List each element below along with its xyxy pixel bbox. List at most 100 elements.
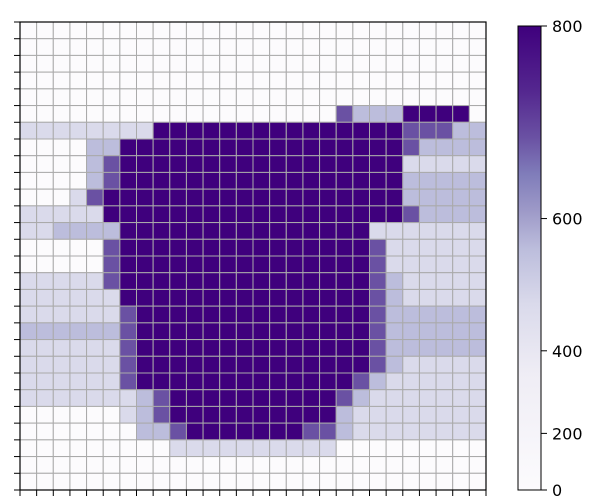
heatmap-cell xyxy=(152,472,171,491)
heatmap-cell xyxy=(385,439,404,458)
heatmap-cell xyxy=(468,305,487,324)
heatmap-cell xyxy=(302,472,321,491)
heatmap-cell xyxy=(136,439,154,458)
heatmap-cell xyxy=(152,355,171,374)
heatmap-cell xyxy=(152,121,171,140)
heatmap-cell xyxy=(235,205,254,224)
heatmap-cell xyxy=(385,138,404,157)
heatmap-cell xyxy=(435,472,454,491)
heatmap-cell xyxy=(302,339,321,357)
heatmap-cell xyxy=(418,389,437,407)
heatmap-cell xyxy=(269,372,287,391)
heatmap-cell xyxy=(36,339,54,357)
heatmap-cell xyxy=(335,322,354,341)
heatmap-cell xyxy=(52,422,71,441)
heatmap-cell xyxy=(36,272,54,290)
heatmap-cell xyxy=(219,121,237,140)
heatmap-cell xyxy=(269,389,287,407)
heatmap-cell xyxy=(352,439,370,458)
heatmap-cell xyxy=(418,355,437,374)
heatmap-cell xyxy=(52,322,71,341)
heatmap-cell xyxy=(219,88,237,107)
heatmap-cell xyxy=(285,372,304,391)
heatmap-cell xyxy=(385,222,404,240)
heatmap-cell xyxy=(252,205,271,224)
heatmap-cell xyxy=(119,305,137,324)
heatmap-cell xyxy=(302,21,321,40)
heatmap-cell xyxy=(319,389,337,407)
heatmap-cell xyxy=(185,355,204,374)
heatmap-cell xyxy=(352,171,370,190)
heatmap-cell xyxy=(102,255,121,274)
heatmap-cell xyxy=(418,171,437,190)
heatmap-cell xyxy=(136,205,154,224)
heatmap-cell xyxy=(252,322,271,341)
heatmap-cell xyxy=(36,138,54,157)
heatmap-cell xyxy=(69,472,88,491)
heatmap-cell xyxy=(269,222,287,240)
heatmap-cell xyxy=(435,422,454,441)
heatmap-cell xyxy=(302,155,321,173)
heatmap-cell xyxy=(136,322,154,341)
heatmap-cell xyxy=(152,456,171,474)
heatmap-cell xyxy=(369,71,387,90)
heatmap-cell xyxy=(136,222,154,240)
heatmap-cell xyxy=(136,88,154,107)
heatmap-cell xyxy=(119,322,137,341)
heatmap-cell xyxy=(452,121,470,140)
heatmap-cell xyxy=(152,71,171,90)
heatmap-cell xyxy=(152,54,171,73)
heatmap-cell xyxy=(69,422,88,441)
heatmap-cell xyxy=(319,355,337,374)
heatmap-cell xyxy=(219,138,237,157)
heatmap-cell xyxy=(235,88,254,107)
heatmap-cell xyxy=(102,205,121,224)
heatmap-cell xyxy=(435,372,454,391)
heatmap-cell xyxy=(152,188,171,207)
heatmap-cell xyxy=(352,205,370,224)
heatmap-cell xyxy=(285,255,304,274)
heatmap-cell xyxy=(202,155,221,173)
heatmap-cell xyxy=(319,138,337,157)
heatmap-cell xyxy=(219,105,237,123)
heatmap-cell xyxy=(302,121,321,140)
heatmap-cell xyxy=(452,405,470,424)
heatmap-cell xyxy=(302,372,321,391)
heatmap-cell xyxy=(152,155,171,173)
heatmap-cell xyxy=(119,54,137,73)
heatmap-cell xyxy=(285,188,304,207)
heatmap-cell xyxy=(152,171,171,190)
heatmap-cell xyxy=(185,238,204,257)
heatmap-cell xyxy=(468,238,487,257)
heatmap-cell xyxy=(402,222,420,240)
heatmap-cell xyxy=(269,71,287,90)
heatmap-cell xyxy=(335,355,354,374)
heatmap-cell xyxy=(19,105,38,123)
heatmap-cell xyxy=(185,456,204,474)
heatmap-cell xyxy=(269,188,287,207)
heatmap-cell xyxy=(36,121,54,140)
heatmap-cell xyxy=(468,121,487,140)
heatmap-cell xyxy=(468,21,487,40)
heatmap-cell xyxy=(285,389,304,407)
heatmap-cell xyxy=(102,339,121,357)
heatmap-cell xyxy=(86,389,104,407)
heatmap-cell xyxy=(302,238,321,257)
heatmap-cell xyxy=(19,138,38,157)
heatmap-cell xyxy=(219,339,237,357)
heatmap-cell xyxy=(69,339,88,357)
heatmap-cell xyxy=(86,422,104,441)
heatmap-cell xyxy=(352,372,370,391)
heatmap-cell xyxy=(269,305,287,324)
heatmap-cell xyxy=(402,171,420,190)
heatmap-cell xyxy=(235,71,254,90)
heatmap-cell xyxy=(452,171,470,190)
heatmap-cell xyxy=(468,171,487,190)
heatmap-cell xyxy=(352,422,370,441)
heatmap-cell xyxy=(369,38,387,56)
heatmap-cell xyxy=(352,222,370,240)
colorbar-gradient xyxy=(517,25,542,491)
heatmap-cell xyxy=(69,405,88,424)
heatmap-cell xyxy=(435,188,454,207)
